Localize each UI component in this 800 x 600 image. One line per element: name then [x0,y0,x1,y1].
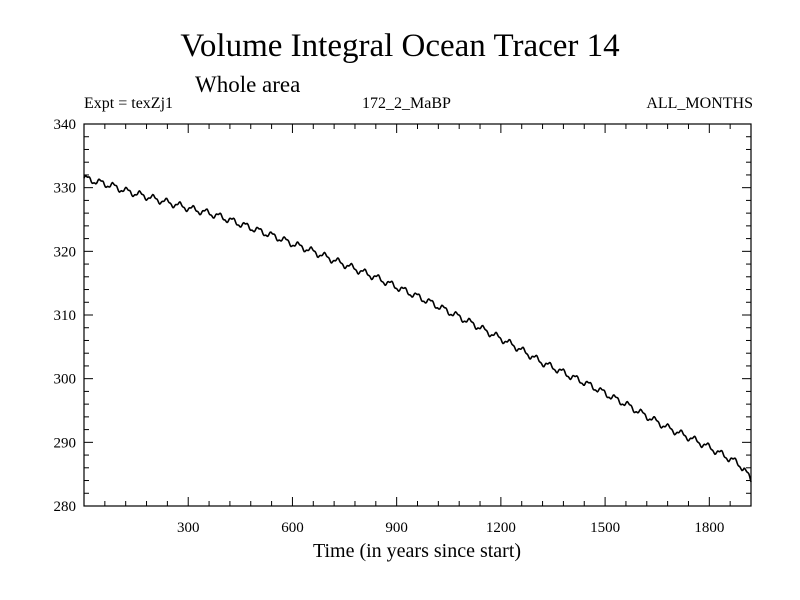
chart-title: Volume Integral Ocean Tracer 14 [180,28,620,64]
x-tick-label: 1500 [590,520,620,536]
y-tick-label: 320 [54,244,77,260]
x-tick-label: 1800 [694,520,724,536]
months-label: ALL_MONTHS [646,95,753,112]
run-label: 172_2_MaBP [362,95,451,112]
y-tick-label: 280 [54,499,77,515]
x-axis-title: Time (in years since start) [313,540,521,562]
y-tick-label: 330 [54,181,77,197]
x-tick-label: 1200 [486,520,516,536]
plot-frame [83,123,752,507]
ticks-layer [84,124,751,506]
series-layer [83,174,752,483]
tick-labels-layer: 300 600 900 1200 1500 1800 280 290 300 310 320 330 3… [54,117,725,536]
experiment-label: Expt = texZj1 [84,95,174,112]
y-tick-label: 290 [54,435,77,451]
y-tick-label: 300 [54,372,77,388]
y-tick-label: 310 [54,308,77,324]
x-tick-label: 900 [385,520,408,536]
x-tick-label: 300 [177,520,200,536]
y-tick-label: 340 [54,117,77,133]
series-line-0 [83,174,752,483]
chart-subtitle: Whole area [195,72,301,97]
x-tick-label: 600 [281,520,304,536]
